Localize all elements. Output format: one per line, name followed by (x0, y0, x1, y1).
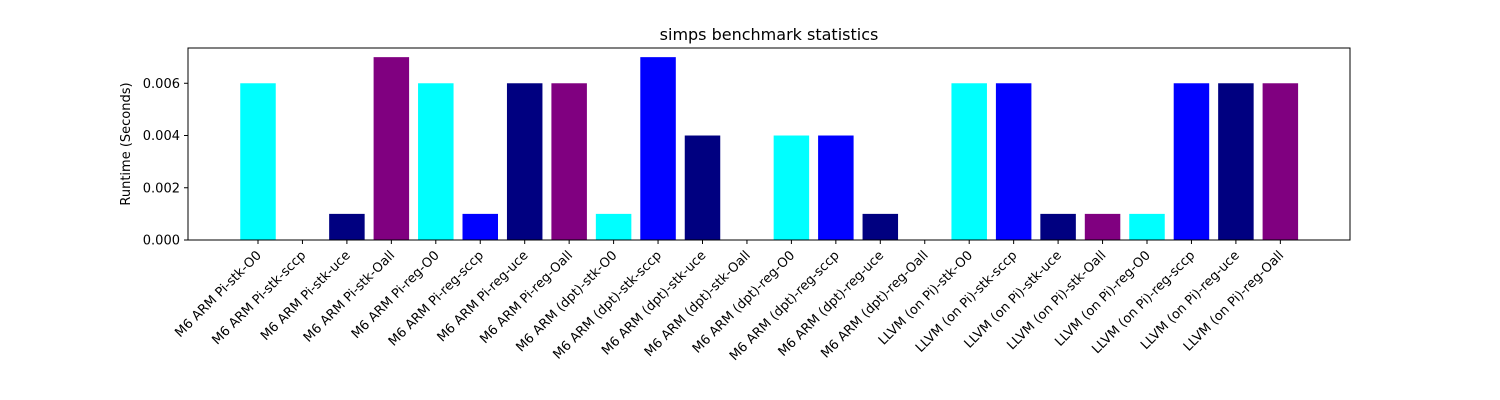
y-axis-label: Runtime (Seconds) (119, 82, 134, 205)
bar (684, 135, 721, 240)
bar (240, 83, 276, 241)
bar (640, 57, 676, 240)
bar (1129, 213, 1165, 240)
bar (862, 213, 899, 240)
bar (462, 213, 498, 240)
bar (1040, 213, 1076, 240)
y-tick-label: 0.006 (143, 77, 180, 92)
bar (329, 213, 365, 240)
bar (506, 83, 543, 241)
bar (1084, 213, 1121, 240)
bar (951, 83, 987, 241)
bar (1173, 83, 1210, 241)
bar (1262, 83, 1299, 241)
y-tick-label: 0.004 (143, 129, 180, 144)
plot-area-frame (187, 47, 1351, 241)
bar (818, 135, 854, 240)
bar (418, 83, 454, 241)
bars-layer (240, 57, 1299, 241)
bar (995, 83, 1032, 241)
bar (1218, 83, 1254, 241)
y-tick-label: 0.002 (143, 181, 180, 196)
bar (773, 135, 810, 240)
bar (551, 83, 587, 241)
bar (373, 57, 410, 240)
x-tick-label: M6 ARM Pi-stk-O0 (172, 248, 264, 340)
y-tick-label: 0.000 (143, 234, 180, 249)
chart-title: simps benchmark statistics (660, 25, 879, 44)
y-axis-ticks: 0.000 0.002 0.004 0.006 (143, 77, 188, 249)
bar (595, 213, 632, 240)
